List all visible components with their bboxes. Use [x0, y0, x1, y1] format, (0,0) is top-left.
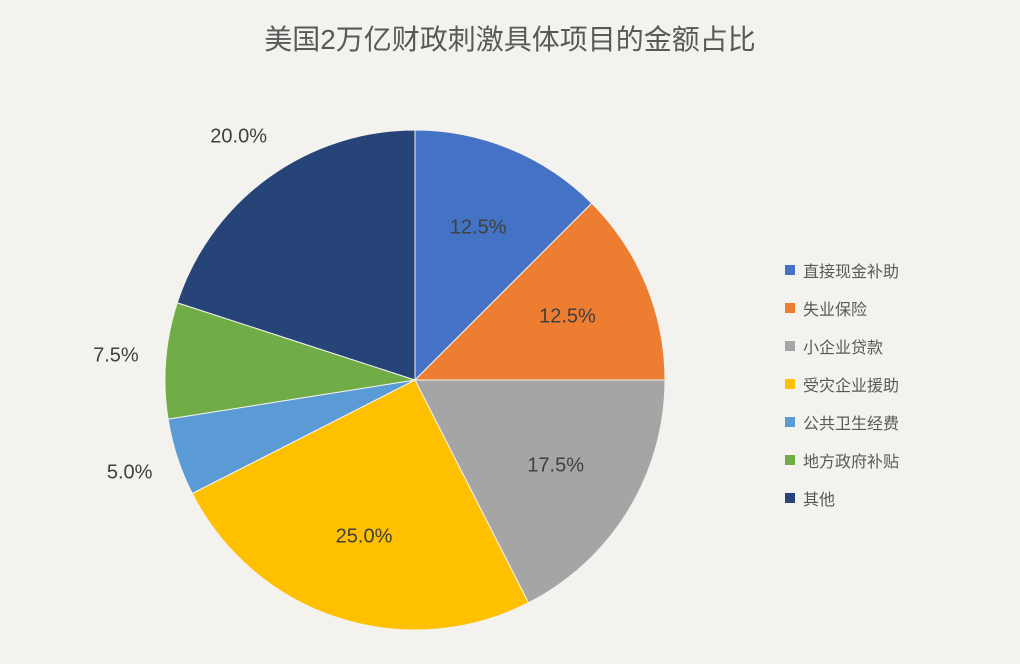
slice-label: 5.0% [107, 461, 153, 484]
legend-swatch [785, 455, 795, 465]
legend-item: 小企业贷款 [785, 334, 899, 358]
legend-label: 小企业贷款 [803, 334, 883, 358]
legend-swatch [785, 417, 795, 427]
legend-swatch [785, 303, 795, 313]
slice-label: 25.0% [336, 525, 393, 548]
legend-swatch [785, 379, 795, 389]
legend-label: 其他 [803, 486, 835, 510]
legend-label: 公共卫生经费 [803, 410, 899, 434]
slice-label: 20.0% [210, 126, 267, 149]
legend-item: 受灾企业援助 [785, 372, 899, 396]
chart-title: 美国2万亿财政刺激具体项目的金额占比 [0, 18, 1020, 58]
legend-item: 其他 [785, 486, 899, 510]
legend-item: 地方政府补贴 [785, 448, 899, 472]
legend-label: 地方政府补贴 [803, 448, 899, 472]
pie-wrap [165, 130, 665, 635]
legend-swatch [785, 265, 795, 275]
legend-item: 直接现金补助 [785, 258, 899, 282]
pie-svg [165, 130, 665, 630]
legend: 直接现金补助失业保险小企业贷款受灾企业援助公共卫生经费地方政府补贴其他 [785, 258, 899, 510]
legend-label: 直接现金补助 [803, 258, 899, 282]
slice-label: 7.5% [93, 345, 139, 368]
legend-label: 受灾企业援助 [803, 372, 899, 396]
legend-item: 失业保险 [785, 296, 899, 320]
legend-label: 失业保险 [803, 296, 867, 320]
legend-swatch [785, 341, 795, 351]
pie-chart-container: 美国2万亿财政刺激具体项目的金额占比 12.5% 12.5% 17.5% 25.0% 5… [0, 0, 1020, 664]
legend-swatch [785, 493, 795, 503]
slice-label: 12.5% [539, 305, 596, 328]
slice-label: 12.5% [450, 216, 507, 239]
legend-item: 公共卫生经费 [785, 410, 899, 434]
slice-label: 17.5% [527, 455, 584, 478]
